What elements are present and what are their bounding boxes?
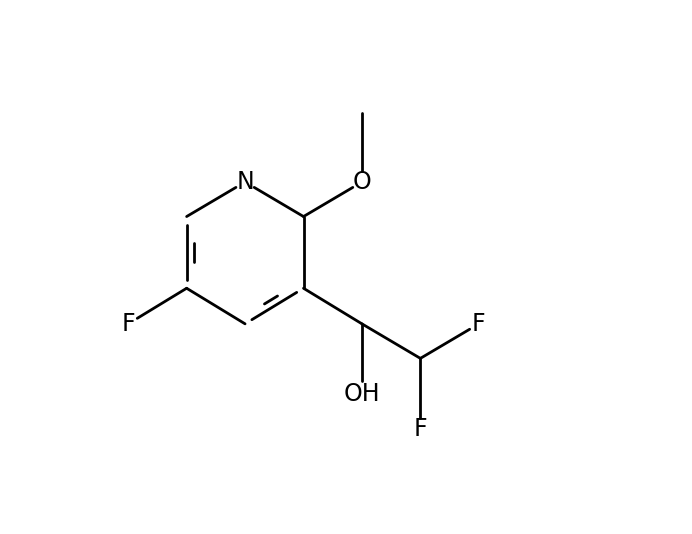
Text: F: F — [472, 312, 486, 336]
Text: OH: OH — [344, 382, 380, 406]
Text: F: F — [414, 417, 427, 441]
Text: N: N — [236, 170, 254, 194]
Text: O: O — [352, 170, 372, 194]
Text: F: F — [121, 312, 135, 336]
